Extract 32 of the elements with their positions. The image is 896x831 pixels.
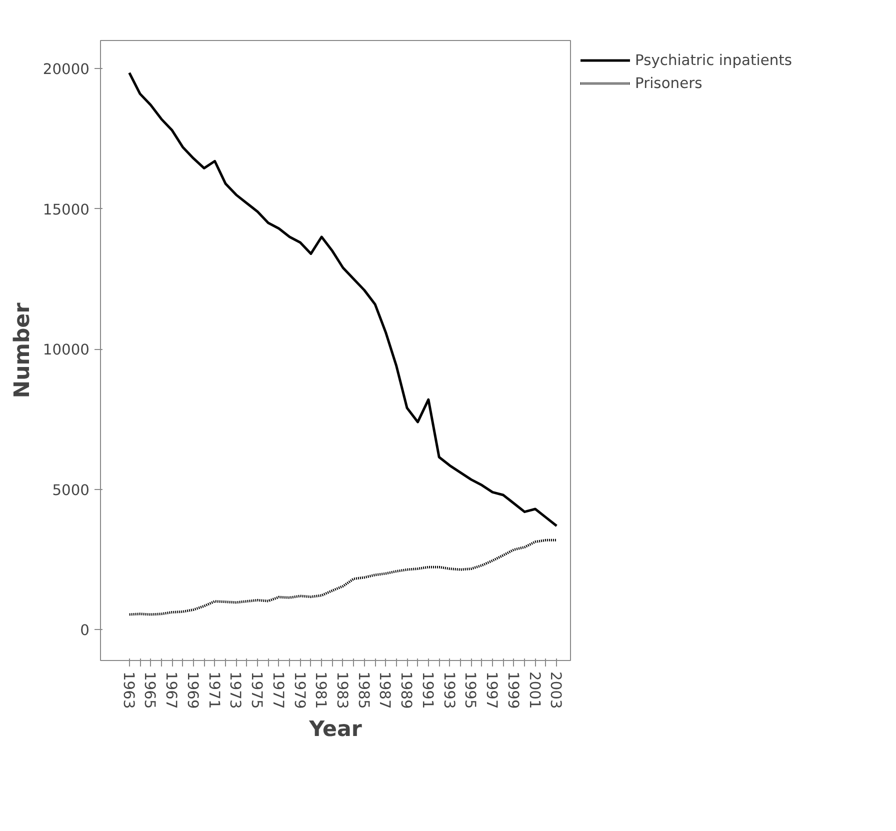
legend-label: Psychiatric inpatients xyxy=(635,52,792,68)
y-tick-label: 15000 xyxy=(42,201,90,218)
x-tick-label: 1995 xyxy=(462,672,479,709)
x-tick-label: 1985 xyxy=(354,672,372,709)
y-tick-label: 0 xyxy=(80,622,90,640)
x-tick-label: 1963 xyxy=(120,672,137,709)
y-tick-label: 5000 xyxy=(52,482,90,499)
line-series xyxy=(128,538,558,616)
y-tick-label: 10000 xyxy=(42,342,90,359)
x-tick-label: 1987 xyxy=(376,672,394,709)
x-tick-label: 1969 xyxy=(184,672,201,709)
legend-label: Prisoners xyxy=(635,74,702,92)
x-tick-label: 1975 xyxy=(248,672,266,709)
x-tick-label: 1967 xyxy=(162,672,180,709)
line-series xyxy=(128,72,558,528)
x-tick-label: 1981 xyxy=(312,672,330,709)
x-tick-label: 1991 xyxy=(418,672,436,709)
x-tick-label: 1989 xyxy=(398,672,415,709)
x-tick-label: 1997 xyxy=(483,672,500,709)
x-tick-label: 1971 xyxy=(205,672,222,709)
x-tick-label: 2003 xyxy=(547,672,564,709)
x-tick-label: 2001 xyxy=(526,672,543,709)
x-tick-label: 1983 xyxy=(333,672,350,709)
x-tick-label: 1999 xyxy=(504,672,522,709)
x-axis-title: Year xyxy=(308,716,362,742)
y-tick-label: 20000 xyxy=(42,61,90,78)
x-tick-label: 1993 xyxy=(440,672,458,709)
y-axis-title: Number xyxy=(10,302,35,398)
x-tick-label: 1977 xyxy=(269,672,286,709)
x-tick-label: 1979 xyxy=(290,672,308,709)
x-tick-label: 1965 xyxy=(141,672,158,709)
x-tick-label: 1973 xyxy=(226,672,244,709)
